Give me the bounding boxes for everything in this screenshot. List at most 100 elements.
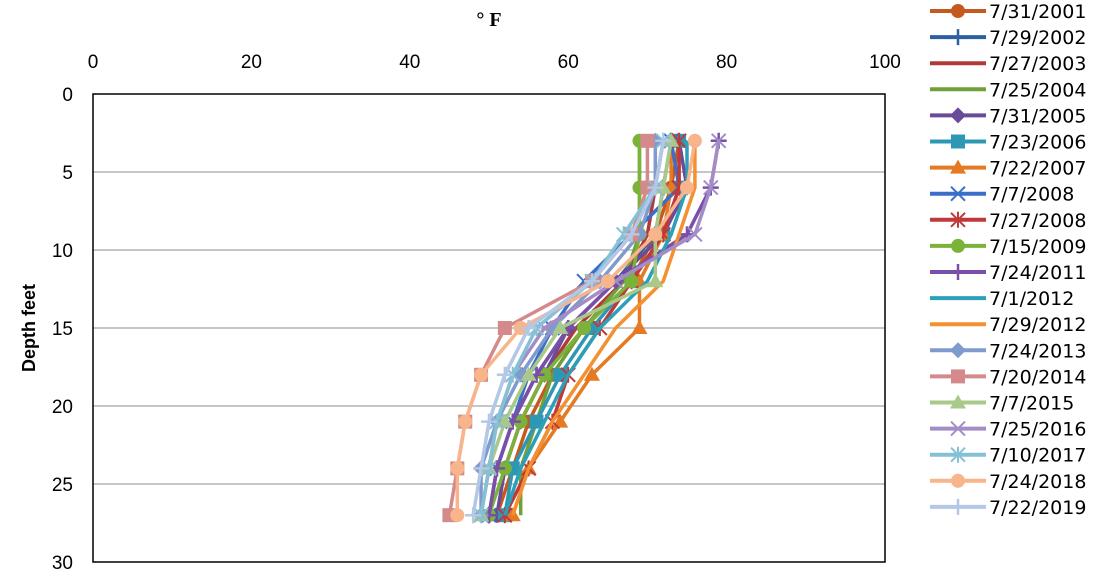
legend-item-14: 7/20/2014 xyxy=(930,366,1086,388)
data-point-19-3 xyxy=(583,273,600,290)
legend-item-9: 7/15/2009 xyxy=(930,236,1086,258)
x-tick-label-5: 100 xyxy=(869,52,901,73)
legend-label-1: 7/29/2002 xyxy=(989,27,1086,49)
legend-label-3: 7/25/2004 xyxy=(989,79,1086,101)
x-axis-title: ° F xyxy=(476,9,501,31)
y-tick-label-1: 5 xyxy=(62,163,73,184)
legend-marker-7 xyxy=(950,185,966,202)
data-point-18-1 xyxy=(680,180,694,195)
data-point-14-0 xyxy=(640,133,655,148)
legend-item-5: 7/23/2006 xyxy=(930,132,1086,154)
legend-marker-19 xyxy=(950,498,966,515)
legend-marker-8 xyxy=(950,211,966,228)
legend-label-0: 7/31/2001 xyxy=(989,1,1086,23)
series-line-11 xyxy=(503,140,689,516)
legend-marker-4 xyxy=(950,107,966,124)
data-point-15-5 xyxy=(520,366,537,381)
legend-marker-14 xyxy=(951,369,965,384)
data-point-16-0 xyxy=(710,133,727,149)
series-lines xyxy=(442,132,727,524)
data-point-9-3 xyxy=(624,274,639,289)
legend-label-18: 7/24/2018 xyxy=(989,471,1086,493)
legend-label-2: 7/27/2003 xyxy=(989,53,1086,75)
legend-item-0: 7/31/2001 xyxy=(930,1,1086,23)
data-point-6-5 xyxy=(583,366,600,381)
data-point-15-4 xyxy=(552,320,569,334)
legend-label-6: 7/22/2007 xyxy=(989,158,1086,180)
x-tick-labels: 0 20 40 60 80 100 xyxy=(88,52,901,73)
legend-label-7: 7/7/2008 xyxy=(989,184,1074,206)
legend-label-16: 7/25/2016 xyxy=(989,419,1086,441)
data-point-14-4 xyxy=(497,321,512,335)
legend-label-17: 7/10/2017 xyxy=(989,445,1086,467)
legend-marker-10 xyxy=(950,264,966,280)
legend-marker-15 xyxy=(950,394,966,409)
legend-marker-16 xyxy=(950,420,966,437)
y-tick-labels: 0 5 10 15 20 25 30 xyxy=(52,85,73,574)
legend-label-15: 7/7/2015 xyxy=(989,393,1074,415)
y-tick-label-6: 30 xyxy=(52,553,73,574)
legend-item-6: 7/22/2007 xyxy=(930,158,1086,180)
legend-item-19: 7/22/2019 xyxy=(930,497,1086,519)
legend-marker-5 xyxy=(951,134,965,149)
x-tick-label-3: 60 xyxy=(558,52,579,73)
data-point-19-5 xyxy=(496,366,513,383)
legend-label-11: 7/1/2012 xyxy=(989,288,1074,310)
legend-item-11: 7/1/2012 xyxy=(930,288,1074,310)
legend-marker-9 xyxy=(951,238,965,253)
data-point-15-6 xyxy=(496,413,513,428)
legend-marker-0 xyxy=(951,4,965,18)
data-point-19-7 xyxy=(473,460,490,477)
y-tick-label-3: 15 xyxy=(52,319,73,340)
legend-item-3: 7/25/2004 xyxy=(930,79,1086,101)
data-point-19-1 xyxy=(647,179,664,196)
legend-item-2: 7/27/2003 xyxy=(930,53,1086,75)
legend-marker-17 xyxy=(950,446,966,463)
data-point-5-6 xyxy=(529,414,544,429)
legend-item-7: 7/7/2008 xyxy=(930,184,1074,206)
series-19 xyxy=(465,132,672,524)
legend-item-16: 7/25/2016 xyxy=(930,419,1086,441)
data-point-19-0 xyxy=(655,132,672,149)
y-tick-label-4: 20 xyxy=(52,397,73,418)
gridlines xyxy=(93,171,885,485)
legend-label-8: 7/27/2008 xyxy=(989,210,1086,232)
data-point-16-1 xyxy=(703,179,719,196)
legend-label-10: 7/24/2011 xyxy=(989,262,1086,284)
data-point-6-4 xyxy=(631,320,648,334)
data-point-19-4 xyxy=(520,320,537,336)
x-tick-label-1: 20 xyxy=(241,52,262,73)
legend-item-12: 7/29/2012 xyxy=(930,314,1086,336)
data-point-18-2 xyxy=(648,227,663,242)
legend-item-8: 7/27/2008 xyxy=(930,210,1086,232)
series-line-12 xyxy=(511,140,697,516)
data-point-18-0 xyxy=(687,133,702,148)
legend-label-14: 7/20/2014 xyxy=(989,366,1086,388)
data-point-18-7 xyxy=(450,461,465,476)
x-tick-label-2: 40 xyxy=(399,52,420,73)
legend-marker-1 xyxy=(950,29,966,46)
data-point-9-4 xyxy=(577,321,592,335)
series-12 xyxy=(511,140,697,516)
y-axis-title: Depth feet xyxy=(19,284,39,372)
legend-item-18: 7/24/2018 xyxy=(930,471,1086,493)
legend-label-12: 7/29/2012 xyxy=(989,314,1086,336)
data-point-18-5 xyxy=(474,367,489,382)
data-point-6-6 xyxy=(552,413,569,428)
data-point-19-2 xyxy=(623,226,640,243)
data-point-18-3 xyxy=(600,274,615,289)
legend-marker-13 xyxy=(950,342,966,359)
legend-item-17: 7/10/2017 xyxy=(930,445,1086,467)
legend-marker-18 xyxy=(951,473,965,488)
y-tick-label-0: 0 xyxy=(62,85,73,106)
legend-item-15: 7/7/2015 xyxy=(930,393,1074,415)
y-tick-label-5: 25 xyxy=(52,475,73,496)
legend-label-5: 7/23/2006 xyxy=(989,132,1086,154)
data-point-19-6 xyxy=(481,413,497,430)
data-point-19-8 xyxy=(465,507,482,524)
data-point-18-6 xyxy=(458,414,473,429)
legend-label-13: 7/24/2013 xyxy=(989,340,1086,362)
legend-item-13: 7/24/2013 xyxy=(930,340,1086,362)
series-11 xyxy=(503,140,689,516)
